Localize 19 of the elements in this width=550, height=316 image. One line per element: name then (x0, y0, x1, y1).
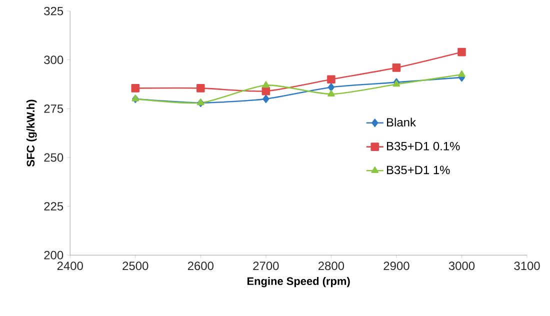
x-axis-title: Engine Speed (rpm) (247, 276, 350, 288)
x-tick-label: 2800 (318, 262, 344, 270)
legend-label: B35+D1 1% (387, 166, 450, 174)
y-axis-title: SFC (g/kW.h) (26, 100, 37, 167)
y-tick-label: 275 (44, 104, 64, 113)
y-tick-label: 250 (44, 153, 64, 162)
y-tick-label: 300 (44, 56, 64, 64)
y-tick-label: 200 (44, 250, 64, 260)
x-tick-label: 3000 (448, 262, 475, 270)
legend-label: Blank (387, 118, 416, 126)
x-tick-label: 2500 (122, 262, 148, 270)
x-tick-label: 2600 (188, 262, 214, 270)
x-tick-label: 2400 (57, 262, 83, 270)
x-tick-label: 2900 (384, 262, 410, 270)
x-tick-label: 3100 (514, 262, 540, 270)
y-tick-label: 225 (44, 202, 64, 210)
x-tick-label: 2700 (253, 262, 279, 270)
legend-label: B35+D1 0.1% (387, 142, 460, 150)
y-tick-label: 325 (44, 6, 64, 16)
